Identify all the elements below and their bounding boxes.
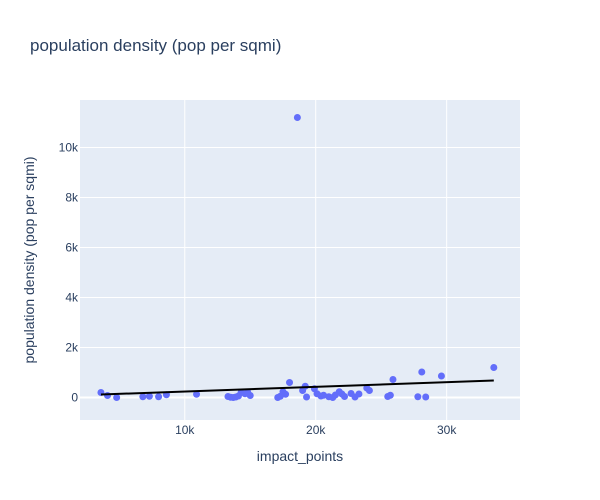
data-point: [414, 393, 422, 401]
y-tick-label: 4k: [65, 291, 79, 305]
y-axis-ticks: 0 2k 4k 6k 8k 10k: [59, 141, 79, 405]
trendline: [100, 379, 494, 396]
data-point: [139, 393, 147, 401]
y-axis-title: population density (pop per sqmi): [21, 156, 37, 363]
data-point: [286, 379, 294, 386]
y-tick-label: 6k: [65, 241, 79, 255]
y-tick-label: 2k: [65, 341, 79, 355]
data-point: [355, 390, 363, 398]
data-point: [293, 114, 301, 121]
x-tick-label: 30k: [437, 423, 457, 437]
y-tick-label: 10k: [59, 141, 79, 155]
data-point: [490, 364, 498, 371]
y-tick-label: 8k: [65, 191, 79, 205]
data-points: [97, 114, 498, 401]
data-point: [145, 392, 153, 400]
data-point: [389, 376, 397, 383]
data-point: [386, 391, 394, 399]
data-point: [193, 390, 201, 398]
y-tick-label: 0: [71, 391, 78, 405]
gridlines: [80, 100, 520, 420]
data-point: [246, 392, 254, 399]
x-tick-label: 20k: [306, 423, 326, 437]
data-point: [282, 390, 290, 398]
chart-title: population density (pop per sqmi): [30, 36, 281, 55]
x-tick-label: 10k: [175, 423, 195, 437]
data-point: [422, 393, 430, 401]
x-axis-ticks: 10k 20k 30k: [175, 423, 457, 437]
data-point: [113, 394, 121, 401]
x-axis-title: impact_points: [257, 448, 343, 464]
data-point: [104, 392, 111, 399]
data-point: [341, 393, 349, 400]
data-point: [365, 387, 373, 394]
data-point: [155, 393, 163, 401]
data-point: [303, 393, 311, 401]
data-point: [418, 368, 426, 376]
data-point: [437, 372, 445, 380]
